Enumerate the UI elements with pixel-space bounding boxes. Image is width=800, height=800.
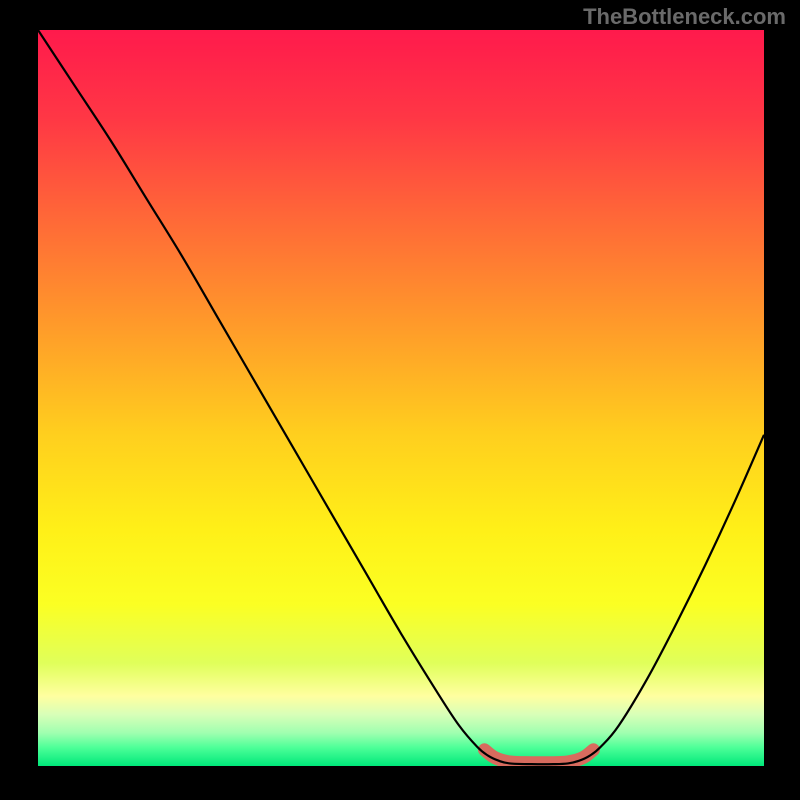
plot-area bbox=[38, 30, 764, 766]
chart-background bbox=[38, 30, 764, 766]
chart-container: TheBottleneck.com bbox=[0, 0, 800, 800]
chart-svg bbox=[38, 30, 764, 766]
watermark-text: TheBottleneck.com bbox=[583, 4, 786, 30]
